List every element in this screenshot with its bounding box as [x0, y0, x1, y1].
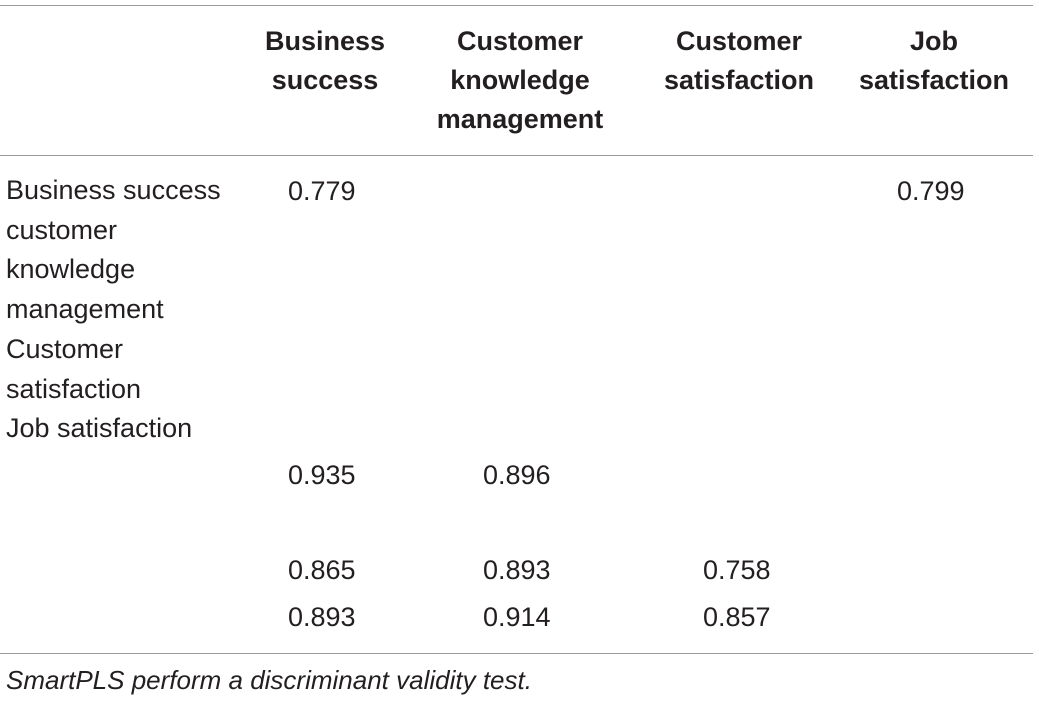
- header-line: management: [436, 104, 604, 134]
- row-label-line: satisfaction: [6, 373, 142, 404]
- table-footnote: SmartPLS perform a discriminant validity…: [6, 665, 532, 695]
- column-header-customer-knowledge-management: Customer knowledge management: [420, 22, 620, 139]
- table-cell: 0.935: [288, 460, 356, 490]
- table-cell: 0.857: [703, 602, 771, 632]
- table-cell: 0.799: [897, 176, 965, 206]
- row-labels: Business success customer knowledge mana…: [6, 171, 221, 449]
- column-header-customer-satisfaction: Customer satisfaction: [650, 22, 828, 100]
- table-cell: 0.893: [483, 555, 551, 585]
- header-line: success: [271, 65, 379, 95]
- header-line: Job: [909, 26, 958, 56]
- row-label-line: Customer: [6, 333, 124, 364]
- header-line: Business: [264, 26, 386, 56]
- row-label-line: customer: [6, 214, 118, 245]
- header-line: knowledge: [450, 65, 590, 95]
- header-line: satisfaction: [663, 65, 815, 95]
- header-line: Customer: [675, 26, 803, 56]
- column-header-job-satisfaction: Job satisfaction: [848, 22, 1020, 100]
- table-cell: 0.865: [288, 555, 356, 585]
- row-label-line: management: [6, 294, 164, 325]
- header-separator-rule: [0, 155, 1033, 156]
- row-label-line: Business success: [6, 175, 221, 205]
- column-header-business-success: Business success: [255, 22, 395, 100]
- table-bottom-rule: [0, 653, 1033, 654]
- row-label-line: knowledge: [6, 254, 136, 285]
- table-top-rule: [0, 5, 1033, 6]
- table-cell: 0.779: [288, 176, 356, 206]
- table-cell: 0.914: [483, 602, 551, 632]
- table-cell: 0.758: [703, 555, 771, 585]
- table-cell: 0.893: [288, 602, 356, 632]
- header-line: satisfaction: [858, 65, 1010, 95]
- header-line: Customer: [456, 26, 584, 56]
- table-cell: 0.896: [483, 460, 551, 490]
- row-label-line: Job satisfaction: [6, 413, 193, 444]
